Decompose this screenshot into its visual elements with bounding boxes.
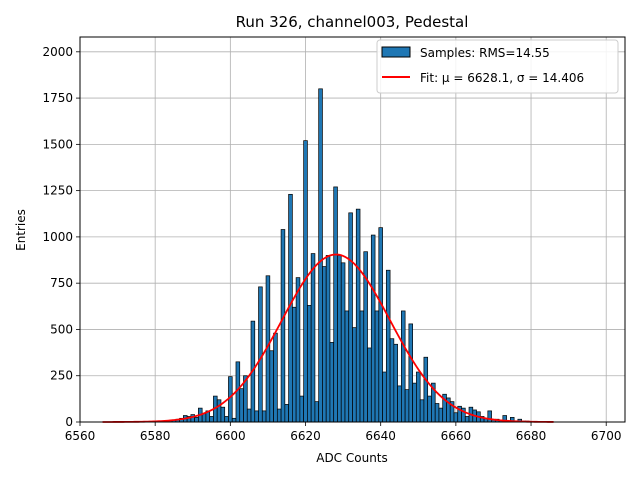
histogram-bar xyxy=(299,395,304,423)
histogram-bar xyxy=(337,255,342,423)
y-tick-label: 250 xyxy=(50,369,73,383)
y-tick-label: 1500 xyxy=(42,137,73,151)
histogram-bar xyxy=(438,407,444,423)
legend-bar-swatch xyxy=(381,46,411,58)
legend-fit-label: Fit: μ = 6628.1, σ = 14.406 xyxy=(420,71,584,85)
histogram-bar xyxy=(273,332,278,423)
histogram-bar xyxy=(355,208,361,423)
histogram-bar xyxy=(224,416,229,423)
histogram-bar xyxy=(427,395,432,423)
histogram-bar xyxy=(348,212,353,423)
histogram-bar xyxy=(216,399,222,423)
histogram-bar xyxy=(322,266,327,423)
histogram-bar xyxy=(318,88,323,423)
histogram-bar xyxy=(340,262,346,423)
y-tick-label: 2000 xyxy=(42,45,73,59)
histogram-bar xyxy=(261,410,267,423)
histogram-bar xyxy=(333,186,338,423)
x-tick-label: 6700 xyxy=(591,429,622,443)
histogram-bar xyxy=(246,408,252,423)
histogram-bar xyxy=(382,371,387,423)
histogram-bar xyxy=(276,408,282,423)
histogram-bar xyxy=(412,382,417,423)
fit-curve-group xyxy=(102,253,554,423)
histogram-bar xyxy=(408,323,413,423)
legend: Samples: RMS=14.55 Fit: μ = 6628.1, σ = … xyxy=(376,39,619,94)
histogram-bar xyxy=(434,403,440,423)
y-tick-label: 500 xyxy=(50,322,73,336)
histogram-bar xyxy=(359,310,365,423)
x-tick-label: 6640 xyxy=(365,429,396,443)
histogram-bar xyxy=(352,327,357,423)
x-axis-ticks: 6560 6580 6600 6620 6640 6660 6680 6700 xyxy=(65,422,622,443)
histogram-bar xyxy=(404,389,410,423)
legend-box xyxy=(376,39,619,94)
y-tick-label: 0 xyxy=(65,415,73,429)
legend-histogram-label: Samples: RMS=14.55 xyxy=(420,46,550,60)
histogram-bar xyxy=(209,416,214,423)
histogram-bar xyxy=(374,310,380,423)
x-tick-label: 6680 xyxy=(516,429,547,443)
x-tick-label: 6600 xyxy=(215,429,246,443)
histogram-bars xyxy=(164,88,538,423)
y-tick-label: 1000 xyxy=(42,230,73,244)
x-axis-label: ADC Counts xyxy=(316,451,388,465)
histogram-bar xyxy=(310,253,316,423)
histogram-bar xyxy=(329,342,335,423)
histogram-bar xyxy=(385,269,391,423)
histogram-bar xyxy=(231,417,237,423)
histogram-bar xyxy=(280,229,286,423)
x-tick-label: 6660 xyxy=(441,429,472,443)
x-tick-label: 6560 xyxy=(65,429,96,443)
y-tick-label: 1750 xyxy=(42,91,73,105)
histogram-bar xyxy=(295,277,301,423)
histogram-bar xyxy=(269,350,274,423)
y-axis-ticks: 0 250 500 750 1000 1250 1500 1750 2000 xyxy=(42,45,80,429)
histogram-bar xyxy=(258,286,263,423)
histogram-bar xyxy=(416,371,421,423)
histogram-bar xyxy=(453,412,459,423)
histogram-bar xyxy=(487,410,492,423)
histogram-bar xyxy=(314,401,320,423)
histogram-bar xyxy=(464,416,470,423)
histogram-bar xyxy=(397,385,402,423)
histogram-bar xyxy=(389,338,395,423)
y-tick-label: 750 xyxy=(50,276,73,290)
gaussian-fit-curve xyxy=(102,253,554,423)
histogram-bar xyxy=(284,404,289,423)
chart-title: Run 326, channel003, Pedestal xyxy=(236,13,469,31)
histogram-bar xyxy=(393,343,398,423)
histogram-bar xyxy=(419,399,425,423)
histogram-bar xyxy=(423,356,429,423)
histogram-bar xyxy=(370,234,376,423)
y-axis-label: Entries xyxy=(14,209,28,251)
y-tick-label: 1250 xyxy=(42,184,73,198)
histogram-bar xyxy=(401,310,406,423)
histogram-bar xyxy=(194,417,199,423)
histogram-bar xyxy=(325,255,331,423)
x-tick-label: 6620 xyxy=(290,429,321,443)
histogram-bar xyxy=(367,347,372,423)
histogram-bar xyxy=(220,406,226,423)
histogram-bar xyxy=(307,305,312,423)
histogram-bar xyxy=(378,227,383,423)
histogram-bar xyxy=(239,388,244,423)
histogram-bar xyxy=(344,310,350,423)
plot-frame xyxy=(79,36,626,423)
histogram-bar xyxy=(254,410,259,423)
histogram-bar xyxy=(201,413,207,423)
x-tick-label: 6580 xyxy=(140,429,171,443)
histogram-bar xyxy=(292,306,297,423)
